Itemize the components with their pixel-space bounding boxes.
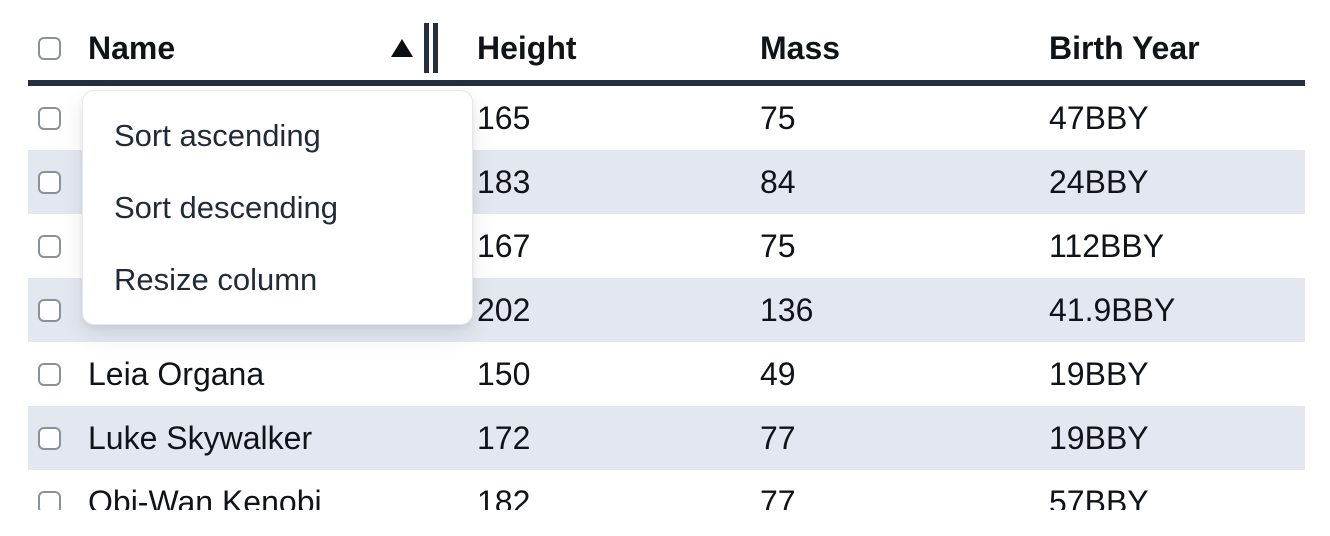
- table-row: Obi-Wan Kenobi 182 77 57BBY: [28, 470, 1305, 510]
- cell-height: 182: [477, 483, 531, 511]
- table-row: 167 75 112BBY: [28, 214, 1305, 278]
- cell-birth-year: 47BBY: [1049, 99, 1149, 136]
- column-header-mass-label[interactable]: Mass: [760, 29, 841, 66]
- cell-height: 165: [477, 99, 531, 136]
- cell-mass: 77: [760, 419, 796, 456]
- cell-height: 183: [477, 163, 531, 200]
- cell-mass: 75: [760, 99, 796, 136]
- cell-name: Leia Organa: [88, 355, 265, 392]
- cell-birth-year: 41.9BBY: [1049, 291, 1176, 328]
- row-checkbox[interactable]: [38, 362, 61, 386]
- table-header-row: Name Height Mass Birth Year: [28, 0, 1305, 86]
- cell-height: 167: [477, 227, 531, 264]
- cell-birth-year: 57BBY: [1049, 483, 1149, 511]
- cell-birth-year: 19BBY: [1049, 355, 1149, 392]
- menu-item-sort-descending[interactable]: Sort descending: [114, 190, 339, 225]
- row-select-cell: [28, 342, 88, 406]
- header-select-cell: [28, 0, 88, 80]
- column-header-name-label[interactable]: Name: [88, 29, 176, 66]
- row-checkbox[interactable]: [38, 490, 61, 510]
- cell-height: 150: [477, 355, 531, 392]
- table-row: 165 75 47BBY: [28, 86, 1305, 150]
- cell-name: Luke Skywalker: [88, 419, 313, 456]
- select-all-checkbox[interactable]: [38, 36, 61, 60]
- sort-ascending-icon[interactable]: [391, 39, 413, 57]
- row-select-cell: [28, 470, 88, 510]
- table-row: Leia Organa 150 49 19BBY: [28, 342, 1305, 406]
- header-name: Name: [88, 0, 477, 80]
- cell-height: 202: [477, 291, 531, 328]
- menu-item-sort-ascending[interactable]: Sort ascending: [114, 118, 321, 153]
- column-context-menu: Sort ascending Sort descending Resize co…: [82, 90, 473, 325]
- row-select-cell: [28, 278, 88, 342]
- row-checkbox[interactable]: [38, 426, 61, 450]
- header-mass: Mass: [760, 0, 1049, 80]
- menu-item-resize-column[interactable]: Resize column: [114, 262, 318, 297]
- row-select-cell: [28, 86, 88, 150]
- header-height: Height: [477, 0, 760, 80]
- table-row: Luke Skywalker 172 77 19BBY: [28, 406, 1305, 470]
- column-resize-handle-icon[interactable]: [424, 23, 438, 73]
- column-header-height-label[interactable]: Height: [477, 29, 577, 66]
- row-select-cell: [28, 214, 88, 278]
- cell-mass: 77: [760, 483, 796, 511]
- row-checkbox[interactable]: [38, 234, 61, 258]
- column-header-birth-year-label[interactable]: Birth Year: [1049, 29, 1200, 66]
- row-select-cell: [28, 150, 88, 214]
- cell-mass: 49: [760, 355, 796, 392]
- row-checkbox[interactable]: [38, 170, 61, 194]
- cell-mass: 84: [760, 163, 796, 200]
- cell-mass: 75: [760, 227, 796, 264]
- cell-birth-year: 19BBY: [1049, 419, 1149, 456]
- cell-height: 172: [477, 419, 531, 456]
- row-checkbox[interactable]: [38, 298, 61, 322]
- cell-mass: 136: [760, 291, 814, 328]
- cell-birth-year: 112BBY: [1049, 227, 1165, 264]
- row-checkbox[interactable]: [38, 106, 61, 130]
- row-select-cell: [28, 406, 88, 470]
- cell-birth-year: 24BBY: [1049, 163, 1149, 200]
- header-birth-year: Birth Year: [1049, 0, 1305, 80]
- cell-name: Obi-Wan Kenobi: [88, 483, 322, 511]
